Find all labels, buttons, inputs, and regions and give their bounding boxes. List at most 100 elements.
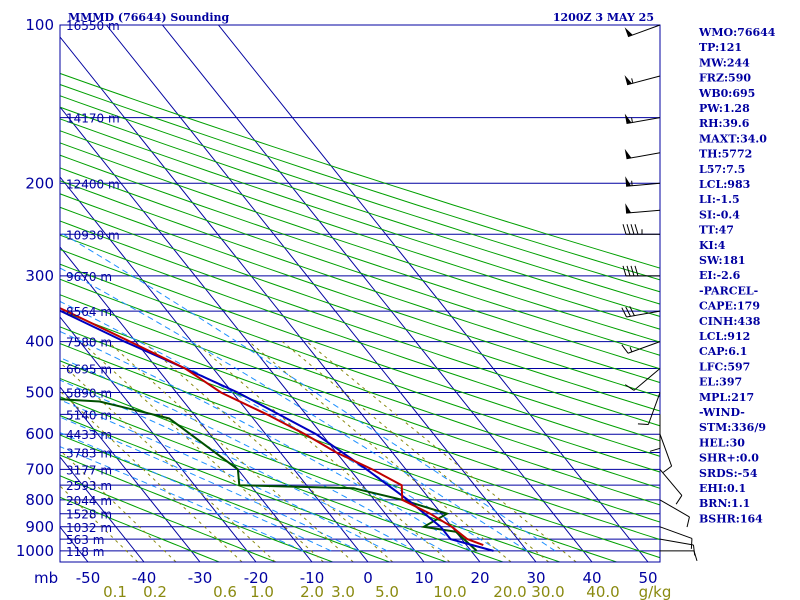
- height-label: 10930 m: [66, 228, 120, 242]
- mixing-ratio-label: 2.0: [300, 583, 324, 600]
- index-item: LI:-1.5: [699, 193, 740, 206]
- height-label: 2044 m: [66, 494, 112, 508]
- dry-adiabat: [60, 434, 390, 562]
- height-label: 5140 m: [66, 408, 112, 422]
- wind-barb: [660, 550, 698, 562]
- mixing-ratio-label: 10.0: [433, 583, 466, 600]
- index-item: EI:-2.6: [699, 269, 741, 282]
- isotherm: [162, 25, 593, 562]
- mixing-ratio-line: [60, 390, 243, 562]
- height-label: 16550 m: [66, 19, 120, 33]
- index-item: LCL:912: [699, 330, 750, 343]
- wind-barb: [624, 24, 661, 38]
- dry-adiabat: [60, 234, 660, 442]
- mixing-ratio-line: [306, 341, 577, 562]
- index-item: LCL:983: [699, 178, 750, 191]
- grid-lines: [60, 25, 660, 562]
- height-label: 2593 m: [66, 479, 112, 493]
- dry-adiabat: [60, 106, 660, 305]
- mixing-ratio-label: 30.0: [531, 583, 564, 600]
- wind-barb: [624, 75, 661, 86]
- index-item: TT:47: [699, 224, 734, 237]
- dry-adiabat: [60, 95, 660, 293]
- height-label: 1528 m: [66, 508, 112, 522]
- height-label: 4433 m: [66, 428, 112, 442]
- temperature-tick-label: 10: [414, 569, 433, 587]
- index-item: FRZ:590: [699, 72, 751, 85]
- pressure-tick-label: 900: [25, 518, 54, 536]
- pressure-tick-label: 700: [25, 460, 54, 478]
- index-item: -WIND-: [699, 406, 745, 419]
- dry-adiabat: [60, 326, 660, 541]
- index-item: RH:39.6: [699, 117, 750, 130]
- dry-adiabat: [60, 294, 660, 506]
- mixing-ratio-line: [248, 341, 512, 562]
- dry-adiabat: [60, 360, 617, 562]
- profiles: [60, 307, 494, 552]
- index-item: SRDS:-54: [699, 467, 758, 480]
- dry-adiabat: [60, 167, 660, 370]
- height-label: 3177 m: [66, 463, 112, 477]
- dry-adiabat: [60, 475, 277, 562]
- dry-adiabat: [60, 118, 660, 317]
- moist-adiabat: [60, 231, 556, 552]
- mixing-ratio-label: 3.0: [331, 583, 355, 600]
- temperature-tick-label: 0: [363, 569, 373, 587]
- isotherm: [60, 316, 257, 562]
- index-item: MW:244: [699, 56, 750, 69]
- mixing-ratio-label: 0.1: [103, 583, 127, 600]
- mixing-ratio-label: 40.0: [586, 583, 619, 600]
- mixing-ratio-line: [80, 341, 324, 562]
- moist-adiabat: [60, 330, 472, 552]
- mixing-ratio-line: [194, 341, 451, 562]
- index-item: BRN:1.1: [699, 497, 750, 510]
- wind-barbs: [621, 24, 698, 562]
- height-label: 9670 m: [66, 270, 112, 284]
- wind-barb: [659, 538, 696, 556]
- temperature-tick-label: -30: [188, 569, 213, 587]
- dry-adiabat: [60, 72, 660, 269]
- pressure-tick-label: 300: [25, 267, 54, 285]
- temperature-tick-label: -40: [132, 569, 157, 587]
- moist-adiabat: [60, 379, 416, 552]
- index-item: HEL:30: [699, 436, 745, 449]
- wind-barb: [624, 148, 661, 160]
- dry-adiabat: [60, 343, 660, 559]
- isotherm: [60, 106, 425, 562]
- dry-adiabat: [60, 142, 660, 343]
- temperature-tick-label: 30: [526, 569, 545, 587]
- chart-time: 1200Z 3 MAY 25: [553, 11, 654, 24]
- mixing-ratio-line: [60, 361, 276, 562]
- wind-barb: [624, 113, 661, 124]
- wind-barb: [637, 392, 661, 426]
- height-label: 3783 m: [66, 446, 112, 460]
- mixing-ratio-label: 5.0: [375, 583, 399, 600]
- index-item: EL:397: [699, 376, 742, 389]
- index-item: SW:181: [699, 254, 746, 267]
- height-label: 6695 m: [66, 362, 112, 376]
- index-item: SHR+:0.0: [699, 452, 759, 465]
- index-item: MAXT:34.0: [699, 132, 767, 145]
- index-item: WMO:76644: [698, 26, 776, 39]
- wind-barb: [622, 265, 660, 277]
- pressure-unit-label: mb: [34, 569, 58, 587]
- wind-barb: [659, 434, 673, 473]
- mixing-ratio-label: 1.0: [250, 583, 274, 600]
- dry-adiabat: [60, 180, 660, 384]
- height-label: 1032 m: [66, 521, 112, 535]
- mixing-ratio-label: 0.6: [213, 583, 237, 600]
- temperature-tick-label: -10: [300, 569, 325, 587]
- index-item: -PARCEL-: [699, 284, 758, 297]
- wind-barb: [622, 224, 660, 235]
- index-item: PW:1.28: [699, 102, 750, 115]
- mixing-ratio-label: 20.0: [493, 583, 526, 600]
- dry-adiabat: [60, 248, 660, 457]
- pressure-tick-label: 800: [25, 491, 54, 509]
- index-item: L57:7.5: [699, 163, 745, 176]
- isotherm: [60, 176, 369, 562]
- height-label: 5890 m: [66, 387, 112, 401]
- wind-barb: [624, 368, 661, 391]
- temperature-tick-label: 50: [638, 569, 657, 587]
- isotherm: [60, 456, 145, 562]
